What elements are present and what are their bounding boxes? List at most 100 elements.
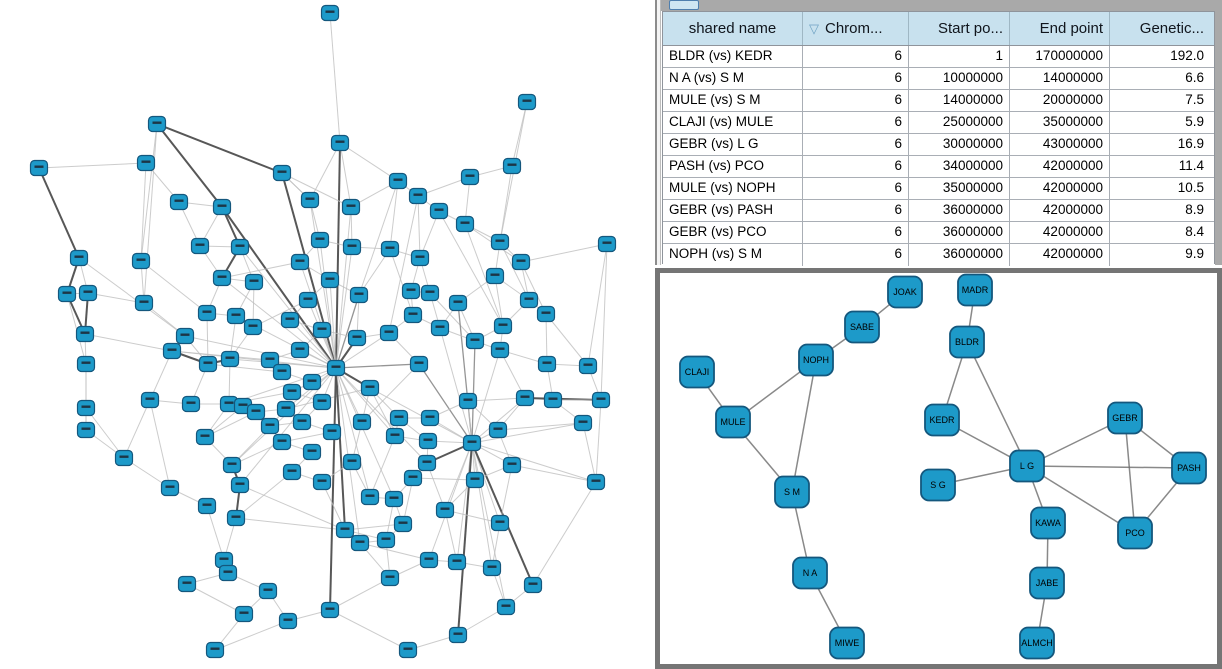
network-node[interactable] [393, 515, 413, 533]
network-node[interactable] [350, 534, 370, 552]
network-node[interactable] [195, 428, 215, 446]
network-node[interactable] [298, 291, 318, 309]
network-node[interactable] [326, 359, 346, 377]
network-node[interactable] [169, 193, 189, 211]
network-node[interactable] [205, 641, 225, 659]
network-node[interactable] [360, 379, 380, 397]
network-node[interactable] [218, 564, 238, 582]
network-node[interactable] [290, 341, 310, 359]
column-header[interactable]: ▽ Chrom... [803, 12, 909, 45]
network-node[interactable] [376, 531, 396, 549]
network-node[interactable] [244, 273, 264, 291]
network-node[interactable] [76, 355, 96, 373]
network-node[interactable] [272, 164, 292, 182]
network-node[interactable]: N A [792, 556, 828, 590]
network-node[interactable] [430, 319, 450, 337]
network-node[interactable] [573, 414, 593, 432]
network-node[interactable] [418, 432, 438, 450]
network-node[interactable] [140, 391, 160, 409]
network-node[interactable] [57, 285, 77, 303]
column-header[interactable]: Genetic... [1110, 12, 1210, 45]
network-node[interactable]: S G [920, 468, 956, 502]
network-node[interactable] [276, 400, 296, 418]
network-node[interactable] [465, 471, 485, 489]
network-node[interactable]: MADR [957, 273, 993, 307]
network-node[interactable] [578, 357, 598, 375]
network-node[interactable] [493, 317, 513, 335]
network-node[interactable]: S M [774, 475, 810, 509]
network-node[interactable] [335, 521, 355, 539]
network-node[interactable] [302, 373, 322, 391]
network-node[interactable] [342, 453, 362, 471]
network-node[interactable] [177, 575, 197, 593]
network-node[interactable] [420, 409, 440, 427]
network-node[interactable] [403, 469, 423, 487]
network-node[interactable] [226, 509, 246, 527]
network-node[interactable] [162, 342, 182, 360]
network-node[interactable] [190, 237, 210, 255]
network-node[interactable] [341, 198, 361, 216]
network-node[interactable] [320, 4, 340, 22]
network-node[interactable] [260, 351, 280, 369]
network-node[interactable]: KAWA [1030, 506, 1066, 540]
network-node[interactable] [543, 391, 563, 409]
network-node[interactable]: NOPH [798, 343, 834, 377]
network-node[interactable] [212, 198, 232, 216]
network-node[interactable] [455, 215, 475, 233]
network-node[interactable] [389, 409, 409, 427]
network-node[interactable] [515, 389, 535, 407]
network-node[interactable] [401, 282, 421, 300]
network-node[interactable] [76, 399, 96, 417]
network-node[interactable] [417, 454, 437, 472]
table-row[interactable]: N A (vs) S M 6 10000000 14000000 6.6 [663, 68, 1214, 90]
network-node[interactable]: PCO [1117, 516, 1153, 550]
network-node[interactable] [408, 187, 428, 205]
network-node[interactable] [222, 456, 242, 474]
network-node[interactable] [388, 172, 408, 190]
network-node[interactable]: ALMCH [1019, 626, 1055, 660]
network-node[interactable]: BLDR [949, 325, 985, 359]
network-node[interactable] [246, 403, 266, 421]
column-header[interactable]: shared name [663, 12, 803, 45]
network-node[interactable] [347, 329, 367, 347]
network-node[interactable] [272, 433, 292, 451]
network-node[interactable] [114, 449, 134, 467]
network-node[interactable] [312, 473, 332, 491]
network-node[interactable] [282, 383, 302, 401]
network-node[interactable]: JOAK [887, 275, 923, 309]
network-node[interactable] [490, 341, 510, 359]
network-node[interactable]: MULE [715, 405, 751, 439]
network-node[interactable] [380, 240, 400, 258]
network-node[interactable] [460, 168, 480, 186]
toolbar-fragment[interactable] [669, 0, 699, 10]
table-row[interactable]: PASH (vs) PCO 6 34000000 42000000 11.4 [663, 156, 1214, 178]
network-node[interactable] [462, 434, 482, 452]
network-node[interactable] [230, 238, 250, 256]
network-node[interactable]: JABE [1029, 566, 1065, 600]
network-node[interactable] [320, 271, 340, 289]
filter-icon[interactable]: ▽ [809, 20, 819, 36]
network-node[interactable] [591, 391, 611, 409]
network-node[interactable] [330, 134, 350, 152]
network-node[interactable] [403, 306, 423, 324]
network-node[interactable]: GEBR [1107, 401, 1143, 435]
network-node[interactable] [300, 191, 320, 209]
network-node[interactable] [490, 514, 510, 532]
network-node[interactable] [29, 159, 49, 177]
network-node[interactable] [490, 233, 510, 251]
network-node[interactable]: MIWE [829, 626, 865, 660]
network-node[interactable] [76, 421, 96, 439]
network-node[interactable] [523, 576, 543, 594]
network-node[interactable] [75, 325, 95, 343]
network-node[interactable] [134, 294, 154, 312]
network-node[interactable] [502, 157, 522, 175]
network-node[interactable] [537, 355, 557, 373]
network-node[interactable] [243, 318, 263, 336]
network-node[interactable] [234, 605, 254, 623]
network-node[interactable] [419, 551, 439, 569]
network-node[interactable] [312, 393, 332, 411]
table-row[interactable]: BLDR (vs) KEDR 6 1 170000000 192.0 [663, 46, 1214, 68]
network-node[interactable]: PASH [1171, 451, 1207, 485]
network-node[interactable] [69, 249, 89, 267]
network-node[interactable] [429, 202, 449, 220]
